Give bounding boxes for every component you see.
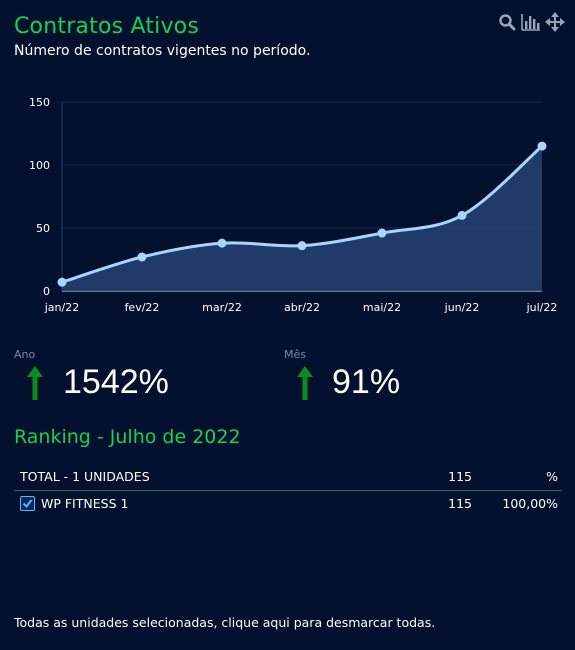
up-arrow-icon [297, 366, 313, 404]
y-tick-label: 50 [36, 222, 50, 235]
ranking-title: Ranking - Julho de 2022 [14, 426, 241, 448]
ranking-total-row: TOTAL - 1 UNIDADES 115 % [14, 462, 562, 491]
data-point [537, 141, 547, 151]
kpi-month-value: 91% [332, 363, 401, 401]
move-icon[interactable] [545, 12, 565, 32]
data-point [57, 277, 67, 287]
checkbox-checked-icon[interactable] [20, 495, 35, 511]
bar-chart-icon[interactable] [521, 12, 541, 32]
x-tick-label: jul/22 [526, 301, 558, 314]
data-point [217, 238, 227, 248]
kpi-month-label: Mês [284, 348, 306, 361]
y-tick-label: 150 [29, 96, 50, 109]
ranking-item-pct: 100,00% [502, 495, 558, 511]
chart-toolbar [497, 12, 565, 32]
panel-title: Contratos Ativos [14, 14, 200, 39]
x-tick-label: mar/22 [202, 301, 242, 314]
ranking-item-value: 115 [448, 495, 472, 511]
panel-subtitle: Número de contratos vigentes no período. [14, 43, 311, 59]
contracts-area-chart: 0 50 100 150 jan/22 fev/22 mar/22 abr/22 mai/22 j… [29, 96, 558, 314]
data-point [137, 252, 147, 262]
ranking-total-value: 115 [448, 468, 472, 484]
kpi-year-value: 1542% [63, 363, 169, 401]
ranking-row[interactable]: WP FITNESS 1 115 100,00% [14, 489, 562, 517]
ranking-item-name: WP FITNESS 1 [14, 495, 412, 511]
ranking-total-label: TOTAL - 1 UNIDADES [20, 468, 150, 484]
x-tick-label: mai/22 [363, 301, 401, 314]
y-tick-label: 0 [43, 285, 50, 298]
x-tick-label: abr/22 [284, 301, 320, 314]
y-tick-label: 100 [29, 159, 50, 172]
x-tick-label: fev/22 [125, 301, 160, 314]
deselect-all-link[interactable]: Todas as unidades selecionadas, clique a… [14, 615, 436, 630]
ranking-item-label: WP FITNESS 1 [41, 495, 129, 511]
data-point [377, 228, 387, 238]
series-area [62, 146, 542, 291]
search-icon[interactable] [497, 12, 517, 32]
ranking-total-pct: % [546, 468, 558, 484]
data-point [457, 210, 467, 220]
data-point [297, 241, 307, 251]
kpi-year-label: Ano [14, 348, 36, 361]
x-tick-label: jan/22 [44, 301, 79, 314]
x-tick-label: jun/22 [444, 301, 480, 314]
up-arrow-icon [27, 366, 43, 404]
